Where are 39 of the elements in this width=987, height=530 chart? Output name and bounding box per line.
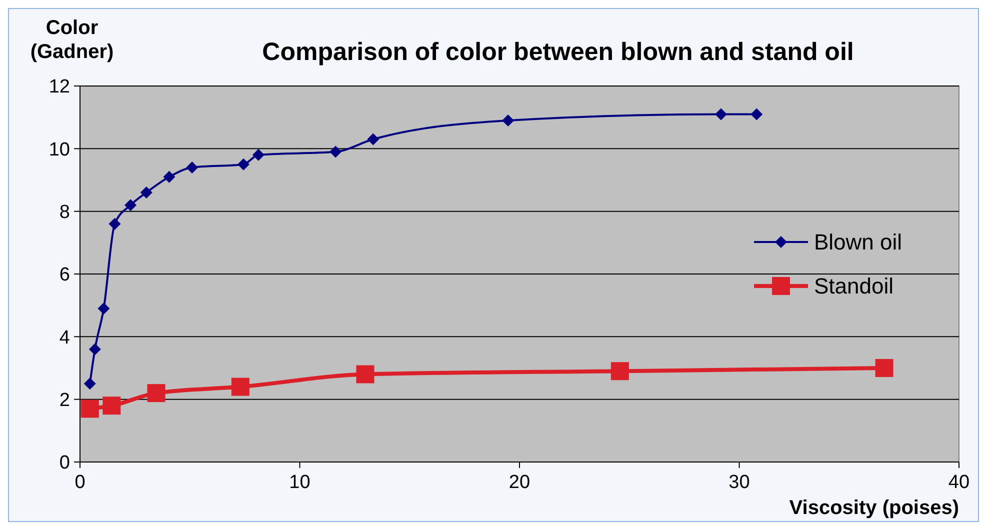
y-tick-label: 6 — [59, 264, 70, 286]
point — [502, 114, 514, 126]
point — [84, 378, 96, 390]
x-tick-label: 10 — [289, 472, 310, 493]
x-tick-label: 40 — [948, 472, 970, 493]
point — [147, 384, 166, 402]
point — [140, 186, 152, 199]
point — [108, 218, 121, 230]
point — [124, 199, 137, 212]
point — [875, 359, 894, 377]
y-axis-title: Color (Gadner) — [30, 17, 114, 63]
point — [231, 378, 250, 396]
x-tick-label: 30 — [728, 472, 750, 493]
y-tick-label: 2 — [59, 390, 70, 411]
legend-label: Standoil — [814, 274, 894, 299]
point — [356, 365, 374, 384]
point — [163, 170, 176, 183]
y-tick-label: 4 — [59, 327, 70, 348]
y-tick-label: 10 — [48, 139, 70, 160]
point — [102, 396, 121, 415]
point — [610, 362, 629, 380]
point — [367, 133, 380, 146]
legend-label: Blown oil — [814, 230, 902, 255]
point — [330, 146, 342, 158]
x-axis-title: Viscosity (poises) — [789, 497, 959, 519]
point — [715, 108, 728, 120]
point — [186, 161, 198, 174]
y-tick-label: 8 — [59, 202, 70, 223]
point — [88, 343, 101, 356]
point — [80, 400, 99, 418]
x-tick-label: 20 — [508, 472, 530, 493]
y-tick-label: 12 — [48, 76, 70, 98]
point — [98, 302, 110, 314]
point — [750, 108, 763, 120]
x-tick-label: 0 — [74, 472, 86, 493]
point — [252, 148, 264, 161]
chart-title: Comparison of color between blown and stand oil — [262, 38, 854, 66]
point — [237, 158, 250, 170]
y-tick-label: 0 — [59, 452, 70, 474]
